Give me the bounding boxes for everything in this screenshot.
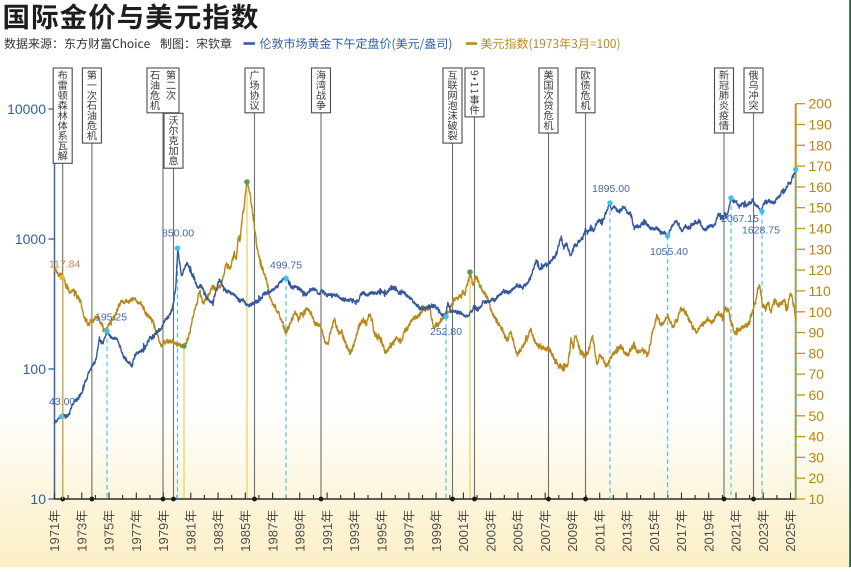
svg-text:1987: 1987 xyxy=(265,523,280,552)
svg-text:1985: 1985 xyxy=(238,523,253,552)
svg-text:150: 150 xyxy=(809,200,833,216)
svg-text:1895.00: 1895.00 xyxy=(592,183,630,195)
svg-text:1983: 1983 xyxy=(211,523,226,552)
svg-text:2005: 2005 xyxy=(511,523,526,552)
svg-text:1055.40: 1055.40 xyxy=(650,246,688,258)
svg-text:1995: 1995 xyxy=(374,523,389,552)
svg-text:70: 70 xyxy=(809,366,825,382)
svg-text:2003: 2003 xyxy=(483,523,498,552)
svg-text:1997: 1997 xyxy=(402,523,417,552)
svg-text:90: 90 xyxy=(809,325,825,341)
svg-text:2013: 2013 xyxy=(620,523,635,552)
svg-text:1981: 1981 xyxy=(184,523,199,552)
svg-text:1628.75: 1628.75 xyxy=(742,225,780,237)
svg-text:80: 80 xyxy=(809,345,825,361)
svg-text:499.75: 499.75 xyxy=(270,260,302,272)
svg-text:100: 100 xyxy=(809,304,833,320)
svg-text:2017: 2017 xyxy=(674,523,689,552)
svg-text:252.80: 252.80 xyxy=(430,326,462,338)
svg-text:2023: 2023 xyxy=(756,523,771,552)
svg-text:50: 50 xyxy=(809,408,825,424)
svg-text:2015: 2015 xyxy=(647,523,662,552)
svg-text:1979: 1979 xyxy=(156,523,171,552)
svg-text:60: 60 xyxy=(809,387,825,403)
svg-text:40: 40 xyxy=(809,429,825,445)
svg-text:120: 120 xyxy=(809,262,833,278)
svg-text:200: 200 xyxy=(809,96,833,112)
svg-text:130: 130 xyxy=(809,241,833,257)
svg-text:180: 180 xyxy=(809,137,833,153)
svg-text:2011: 2011 xyxy=(592,524,607,552)
svg-text:2007: 2007 xyxy=(538,523,553,552)
svg-text:2001: 2001 xyxy=(456,523,471,552)
svg-text:1993: 1993 xyxy=(347,523,362,552)
svg-text:1000: 1000 xyxy=(15,231,46,247)
svg-text:10: 10 xyxy=(809,491,825,507)
svg-text:100: 100 xyxy=(23,361,47,377)
svg-text:1989: 1989 xyxy=(293,523,308,552)
svg-text:160: 160 xyxy=(809,179,833,195)
svg-text:117.84: 117.84 xyxy=(49,259,80,271)
svg-text:140: 140 xyxy=(809,221,833,237)
svg-text:2025: 2025 xyxy=(783,523,798,552)
svg-text:110: 110 xyxy=(809,283,832,299)
svg-text:850.00: 850.00 xyxy=(162,228,194,240)
svg-text:190: 190 xyxy=(809,117,833,133)
svg-text:1977: 1977 xyxy=(129,523,144,552)
svg-text:1991: 1991 xyxy=(320,523,335,552)
svg-text:20: 20 xyxy=(809,470,825,486)
svg-text:2021: 2021 xyxy=(729,523,744,552)
svg-text:2067.15: 2067.15 xyxy=(721,213,759,225)
svg-text:170: 170 xyxy=(809,158,833,174)
svg-text:2019: 2019 xyxy=(701,523,716,552)
svg-text:1975: 1975 xyxy=(102,523,117,552)
svg-text:1973: 1973 xyxy=(75,523,90,552)
svg-text:10000: 10000 xyxy=(7,101,46,117)
svg-text:2009: 2009 xyxy=(565,523,580,552)
svg-text:10: 10 xyxy=(30,491,46,507)
svg-text:30: 30 xyxy=(809,449,825,465)
svg-text:195.25: 195.25 xyxy=(95,312,127,324)
svg-text:1971: 1971 xyxy=(47,523,62,552)
svg-text:43.00: 43.00 xyxy=(49,396,75,408)
svg-text:1999: 1999 xyxy=(429,523,444,552)
